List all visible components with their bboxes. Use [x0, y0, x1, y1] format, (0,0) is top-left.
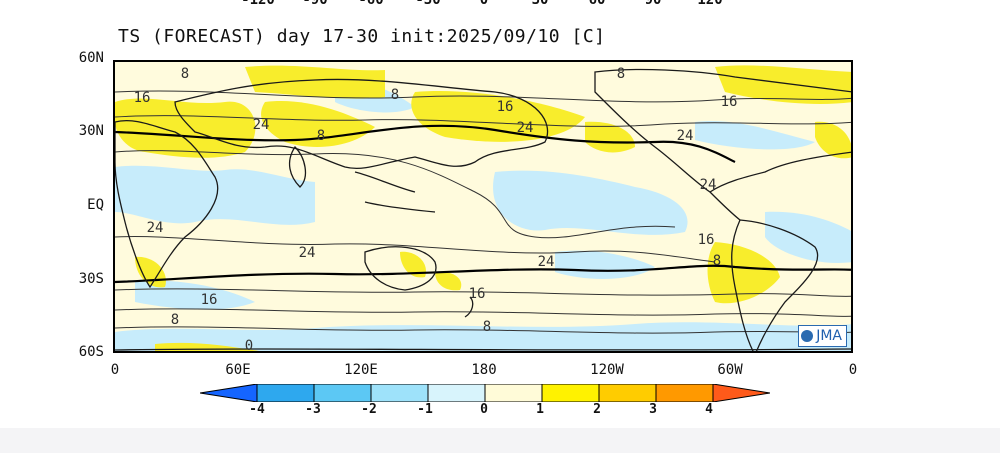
colorbar-tick: -2 — [361, 402, 377, 417]
colorbar-segment — [370, 384, 429, 402]
colorbar-tick: 4 — [705, 402, 713, 417]
map-title: TS (FORECAST) day 17-30 init:2025/09/10 … — [118, 26, 606, 47]
colorbar-tick: -1 — [417, 402, 433, 417]
forecast-map: 8 16 24 8 24 8 16 24 8 16 24 24 24 16 8 … — [113, 60, 853, 353]
colorbar-segment — [712, 384, 770, 402]
contour-label: 16 — [133, 90, 151, 106]
contour-label: 24 — [516, 120, 534, 136]
top-tick: -120 — [241, 0, 275, 8]
colorbar-tick: -3 — [305, 402, 321, 417]
colorbar-segment — [655, 384, 714, 402]
lon-label-120w: 120W — [590, 362, 624, 378]
top-tick: 120 — [697, 0, 723, 8]
lon-label-120e: 120E — [344, 362, 378, 378]
colorbar-segment — [313, 384, 372, 402]
jma-badge: JMA — [798, 325, 847, 347]
coastlines — [115, 68, 851, 351]
contour-label: 16 — [200, 292, 218, 308]
jma-text: JMA — [816, 328, 842, 344]
top-tick: 0 — [479, 0, 489, 8]
lon-label-60e: 60E — [225, 362, 251, 378]
colorbar-segment — [256, 384, 315, 402]
lon-label-0: 0 — [110, 362, 120, 378]
contour-label: 24 — [537, 254, 555, 270]
colorbar-boxes — [200, 384, 770, 402]
contour-label: 24 — [676, 128, 694, 144]
contour-label: 8 — [316, 128, 326, 144]
anomaly-colorbar — [200, 384, 770, 402]
contour-label: 16 — [468, 286, 486, 302]
contour-label: 16 — [720, 94, 738, 110]
contour-label: 8 — [616, 66, 626, 82]
lat-label-30s: 30S — [78, 271, 104, 287]
lat-label-30n: 30N — [78, 123, 104, 139]
contour-label: 8 — [170, 312, 180, 328]
colorbar-tick: 0 — [480, 402, 488, 417]
top-tick: -30 — [415, 0, 441, 8]
jma-logo-icon — [801, 330, 814, 342]
lat-label-60n: 60N — [78, 50, 104, 66]
top-tick: -90 — [302, 0, 328, 8]
contour-label: 8 — [712, 253, 722, 269]
contour-label: 24 — [252, 117, 270, 133]
top-tick: 30 — [531, 0, 549, 8]
contour-label: 8 — [390, 87, 400, 103]
contour-label: 8 — [180, 66, 190, 82]
map-canvas — [115, 62, 851, 351]
lon-label-180: 180 — [471, 362, 497, 378]
lon-label-0-east: 0 — [848, 362, 858, 378]
lon-label-60w: 60W — [717, 362, 743, 378]
colorbar-tick: 3 — [649, 402, 657, 417]
contour-label: 24 — [699, 177, 717, 193]
contour-label: 8 — [482, 319, 492, 335]
isotherm-contours — [115, 90, 851, 334]
colorbar-segment — [484, 384, 543, 402]
colorbar-segment — [541, 384, 600, 402]
contour-label: 24 — [146, 220, 164, 236]
lat-label-eq: EQ — [87, 197, 104, 213]
colorbar-segment — [598, 384, 657, 402]
top-tick: 60 — [588, 0, 606, 8]
lat-label-60s: 60S — [78, 344, 104, 360]
colorbar-segment — [200, 384, 258, 402]
contour-label: 16 — [697, 232, 715, 248]
bottom-strip — [0, 428, 1000, 453]
top-tick: -60 — [358, 0, 384, 8]
colorbar-tick: 2 — [593, 402, 601, 417]
contour-label: 0 — [244, 338, 254, 353]
contour-label: 24 — [298, 245, 316, 261]
warm-anomaly-areas — [115, 65, 851, 351]
top-tick: 90 — [644, 0, 662, 8]
top-axis-ticks: -120 -90 -60 -30 0 30 60 90 120 — [0, 0, 1000, 8]
colorbar-tick: 1 — [536, 402, 544, 417]
colorbar-tick: -4 — [249, 402, 265, 417]
contour-label: 16 — [496, 99, 514, 115]
colorbar-segment — [427, 384, 486, 402]
isotherm-24-bold — [115, 124, 851, 284]
